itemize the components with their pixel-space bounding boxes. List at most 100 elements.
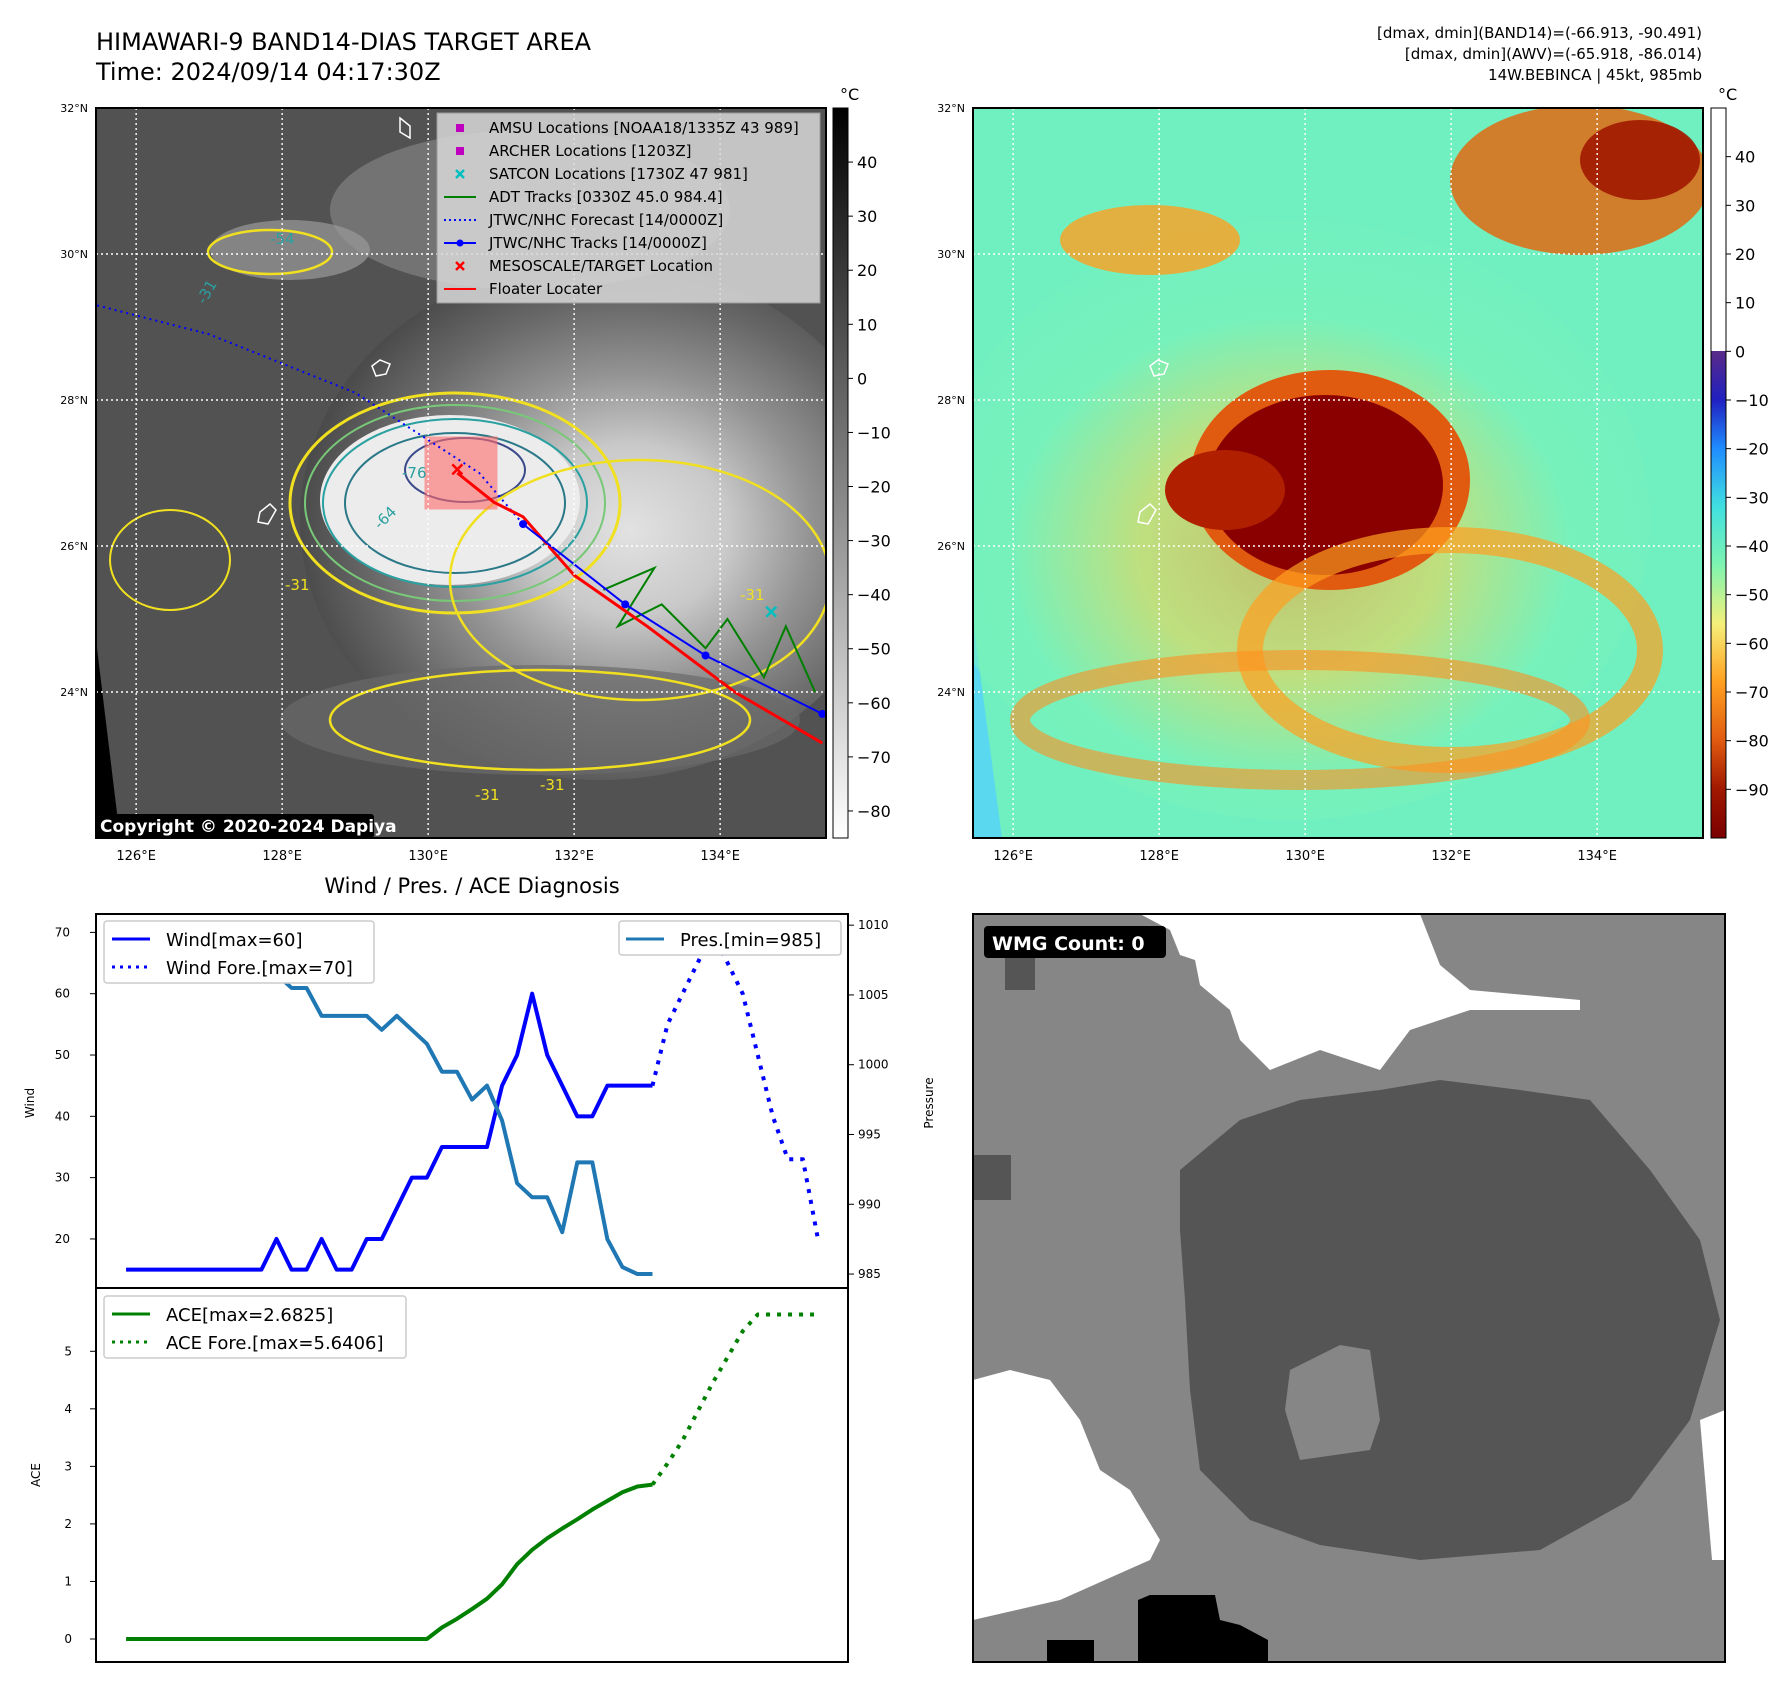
contour-label: -31 [740, 586, 765, 604]
awv-colorbar-cold [1711, 351, 1726, 838]
awv-lat-tick-labels: 32°N 30°N 28°N 26°N 24°N [937, 102, 965, 699]
wmg-frame [972, 913, 1726, 1663]
ir-missing-data [96, 640, 120, 838]
adt-track [602, 565, 816, 693]
colorbar-tick-label: −80 [1735, 732, 1769, 751]
colorbar-tick-label: −70 [1735, 683, 1769, 702]
wind-pressure-chart: 20 30 40 50 60 70 985 990 995 1000 1005 1010 Wind … [23, 913, 936, 1289]
contour-label: -31 [540, 776, 565, 794]
dmax-awv: [dmax, dmin](AWV)=(-65.918, -86.014) [1405, 45, 1702, 63]
contour-label: -76 [402, 464, 427, 482]
ir-coastline-3 [399, 116, 411, 140]
satcon-x-mark [765, 605, 778, 618]
satcon-location-marker [765, 605, 778, 618]
colorbar-tick-label: −10 [1735, 391, 1769, 410]
ir-contour-labels: -54 -31 -76 -64 -31 -31 -31 -31 [193, 230, 765, 804]
lat-tick-label: 26°N [60, 540, 88, 553]
awv-west-edge [973, 620, 1002, 838]
y-tick-label: 4 [64, 1402, 72, 1416]
awv-ne-core [1580, 120, 1700, 200]
copyright-box [96, 814, 374, 838]
wmg-panel: WMG Count: 0 [972, 913, 1726, 1663]
awv-core-west [1165, 450, 1285, 530]
legend-label: Floater Locater [489, 280, 603, 298]
jtwc-track-points [519, 520, 826, 718]
wmg-eye [1285, 1345, 1380, 1460]
pressure-axis-label: Pressure [922, 1077, 936, 1128]
lon-tick-label: 126°E [993, 849, 1033, 864]
y-tick-label: 20 [55, 1232, 70, 1246]
lat-tick-label: 28°N [937, 394, 965, 407]
ir-map-legend: AMSU Locations [NOAA18/1335Z 43 989] ARCH… [436, 112, 821, 304]
pressure-legend-box [618, 920, 842, 956]
legend-marker [455, 169, 465, 179]
y-tick-label: 60 [55, 987, 70, 1001]
lat-tick-label: 32°N [937, 102, 965, 115]
wmg-dark-patch-1 [973, 1155, 1011, 1200]
legend-label: JTWC/NHC Tracks [14/0000Z] [488, 234, 707, 252]
ir-band-contour-4 [109, 509, 231, 611]
ir-contour-31 [288, 391, 622, 615]
ir-lon-tick-labels: 126°E 128°E 130°E 132°E 134°E [116, 849, 740, 864]
ace-chart-frame [95, 1287, 849, 1663]
ace-legend-box [103, 1295, 407, 1359]
y-tick-label: 50 [55, 1048, 70, 1062]
awv-coastline-1 [1149, 359, 1169, 377]
target-location-marker [451, 463, 464, 476]
lon-tick-label: 130°E [408, 849, 448, 864]
legend-label: MESOSCALE/TARGET Location [489, 257, 713, 275]
contour-label: -54 [270, 230, 295, 248]
colorbar-tick-label: −30 [1735, 488, 1769, 507]
ace-legend-label: ACE[max=2.6825] [166, 1305, 333, 1326]
y-tick-label: 5 [64, 1344, 72, 1358]
ace-plot-area [126, 1312, 818, 1641]
wmg-black-patch-2 [1047, 1640, 1094, 1662]
colorbar-tick-label: −90 [1735, 780, 1769, 799]
legend-label: ARCHER Locations [1203Z] [489, 142, 692, 160]
colorbar-tick-label: 40 [1735, 148, 1755, 167]
lon-tick-label: 128°E [1139, 849, 1179, 864]
wmg-white-sw [973, 1370, 1160, 1620]
colorbar-tick-label: 10 [1735, 294, 1755, 313]
y2-tick-label: 1005 [858, 988, 889, 1002]
ir-colorbar-ticks: 40 30 20 10 0 −10 −20 −30 −40 −50 −60 −70 −80 [848, 153, 891, 821]
lon-tick-label: 132°E [554, 849, 594, 864]
contour-label: -31 [285, 576, 310, 594]
ace-axis-label: ACE [29, 1463, 43, 1487]
awv-band-1 [1237, 527, 1663, 773]
lat-tick-label: 26°N [937, 540, 965, 553]
target-x-mark [451, 463, 464, 476]
legend-marker [456, 147, 464, 155]
colorbar-tick-label: −80 [857, 802, 891, 821]
y2-tick-label: 995 [858, 1127, 881, 1141]
y-tick-label: 1 [64, 1574, 72, 1588]
y2-tick-label: 1000 [858, 1058, 889, 1072]
colorbar-tick-label: −40 [857, 586, 891, 605]
wmg-count-box [984, 926, 1166, 958]
floater-track [456, 471, 824, 745]
ir-south-band [280, 665, 800, 775]
awv-colorbar-unit: °C [1718, 85, 1737, 104]
figure-time: Time: 2024/09/14 04:17:30Z [95, 58, 441, 86]
pressure-y-ticks: 985 990 995 1000 1005 1010 [848, 918, 889, 1281]
ir-nw-cloud [210, 220, 370, 280]
legend-marker-dot [456, 239, 464, 247]
colorbar-tick-label: −30 [857, 532, 891, 551]
ir-band-contour-3 [206, 228, 334, 276]
ir-contour-41 [304, 404, 606, 602]
legend-label: AMSU Locations [NOAA18/1335Z 43 989] [489, 119, 799, 137]
legend-label: JTWC/NHC Forecast [14/0000Z] [488, 211, 723, 229]
y-tick-label: 70 [55, 925, 70, 939]
y-tick-label: 2 [64, 1517, 72, 1531]
y-tick-label: 30 [55, 1171, 70, 1185]
y2-tick-label: 1010 [858, 918, 889, 932]
colorbar-tick-label: 40 [857, 153, 877, 172]
colorbar-tick-label: −60 [857, 694, 891, 713]
ir-map-panel: -54 -31 -76 -64 -31 -31 -31 -31 AMSU Loc… [60, 102, 827, 864]
ir-colorbar-unit: °C [840, 85, 859, 104]
awv-colorbar-ticks: 40 30 20 10 0 −10 −20 −30 −40 −50 −60 −70 −80 −90 [1726, 148, 1769, 799]
lon-tick-label: 128°E [262, 849, 302, 864]
legend-label: SATCON Locations [1730Z 47 981] [489, 165, 748, 183]
jtwc-track-point [818, 709, 826, 718]
y2-tick-label: 985 [858, 1267, 881, 1281]
